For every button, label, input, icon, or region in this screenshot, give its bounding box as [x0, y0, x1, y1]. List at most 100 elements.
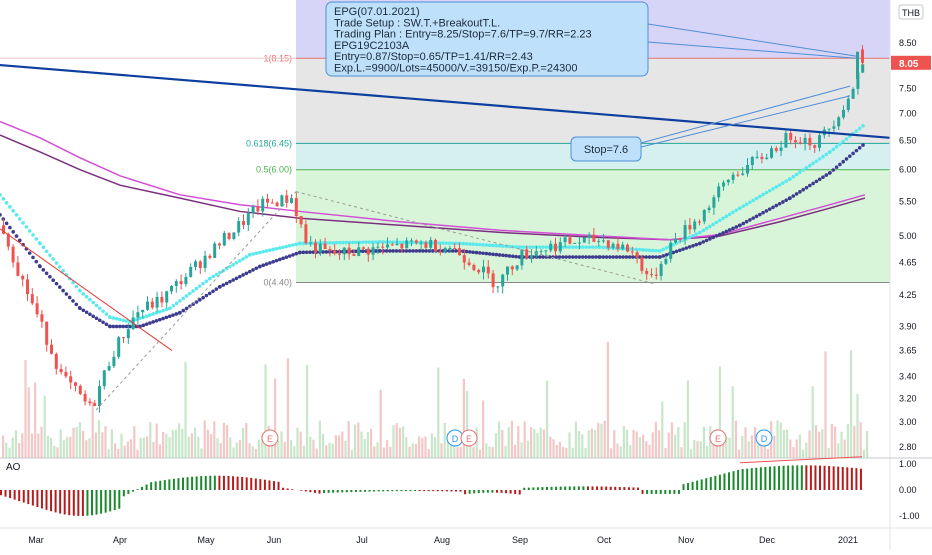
candle-body	[540, 251, 543, 252]
dots-slow	[504, 254, 508, 258]
candle-body	[765, 158, 768, 159]
dots-fast	[841, 140, 845, 144]
dots-slow	[245, 271, 249, 275]
dots-slow	[711, 236, 715, 240]
ao-bar	[14, 490, 16, 500]
candle-body	[640, 258, 643, 271]
volume-bar	[319, 421, 321, 458]
dots-slow	[702, 240, 706, 244]
ao-bar	[478, 490, 480, 493]
dots-fast	[648, 248, 652, 252]
dots-slow	[578, 255, 582, 259]
volume-bar	[463, 379, 465, 458]
annotation-line: Exp.L.=9900/Lots=45000/V.=39150/Exp.P.=2…	[334, 63, 577, 75]
ao-bar	[96, 490, 98, 515]
dots-fast	[805, 166, 809, 170]
candle-body	[400, 244, 403, 248]
volume-bar	[178, 423, 180, 458]
dots-slow	[788, 196, 792, 200]
dots-slow	[728, 228, 732, 232]
candle-body	[36, 303, 39, 314]
dots-slow	[405, 249, 409, 253]
volume-bar	[72, 428, 74, 458]
volume-bar	[824, 351, 826, 458]
dots-fast	[818, 157, 822, 161]
candle-body	[252, 206, 255, 213]
volume-bar	[418, 436, 420, 458]
candle-body	[242, 221, 245, 225]
volume-bar	[28, 387, 30, 458]
ao-bar	[77, 490, 79, 516]
candle-body	[847, 99, 850, 110]
candle-body	[444, 248, 447, 252]
ao-bar	[514, 490, 516, 494]
volume-bar	[751, 435, 753, 458]
dots-slow	[781, 200, 785, 204]
dots-fast	[382, 240, 386, 244]
candle-body	[573, 243, 576, 244]
volume-bar	[56, 447, 58, 458]
dots-slow	[298, 251, 302, 255]
ao-bar	[23, 490, 25, 503]
volume-bar	[296, 428, 298, 458]
ao-bar	[710, 477, 712, 490]
dots-fast	[88, 298, 92, 302]
volume-bar	[181, 429, 183, 458]
volume-bar	[312, 440, 314, 458]
dots-slow	[602, 255, 606, 259]
volume-bar	[687, 380, 689, 458]
candle-body	[832, 126, 835, 128]
volume-bar	[386, 440, 388, 458]
dots-slow	[112, 325, 116, 329]
ao-bar	[578, 486, 580, 490]
volume-bar	[508, 427, 510, 458]
volume-bar	[754, 427, 756, 458]
volume-bar	[485, 443, 487, 458]
ao-bar	[59, 490, 61, 514]
dots-slow	[611, 255, 615, 259]
candle-body	[93, 403, 96, 406]
dots-fast	[654, 249, 658, 253]
candle-body	[636, 252, 639, 257]
volume-bar	[495, 433, 497, 458]
candle-body	[784, 133, 787, 148]
volume-bar	[444, 423, 446, 458]
ao-bar	[82, 490, 84, 516]
volume-bar	[450, 445, 452, 458]
dots-fast	[235, 261, 239, 265]
dots-fast	[438, 241, 442, 245]
ao-tick: 1.00	[899, 459, 917, 469]
volume-bar	[863, 450, 865, 458]
ao-bar	[705, 478, 707, 490]
ao-bar	[819, 466, 821, 490]
ao-bar	[373, 490, 375, 492]
dots-slow	[625, 255, 629, 259]
volume-bar	[818, 432, 820, 458]
candle-body	[64, 372, 67, 376]
volume-bar	[600, 424, 602, 458]
volume-bar	[642, 435, 644, 458]
dots-fast	[708, 225, 712, 229]
dots-slow	[558, 255, 562, 259]
ao-bar	[755, 468, 757, 490]
candle-body	[861, 64, 864, 72]
dots-fast	[78, 289, 82, 293]
candle-body	[482, 267, 485, 273]
ao-bar	[200, 476, 202, 490]
price-tick: 6.50	[899, 136, 917, 146]
volume-bar	[629, 445, 631, 458]
event-marker-label: D	[761, 434, 768, 444]
volume-bar	[780, 423, 782, 458]
dots-fast	[364, 240, 368, 244]
dots-slow	[288, 254, 292, 258]
ao-bar	[337, 490, 339, 493]
dots-fast	[45, 249, 49, 253]
volume-bar	[21, 433, 23, 458]
dots-fast	[462, 242, 466, 246]
dots-fast	[115, 317, 119, 321]
volume-bar	[498, 422, 500, 458]
candle-body	[357, 247, 360, 256]
dots-fast	[838, 142, 842, 146]
time-tick: Jul	[356, 535, 368, 545]
